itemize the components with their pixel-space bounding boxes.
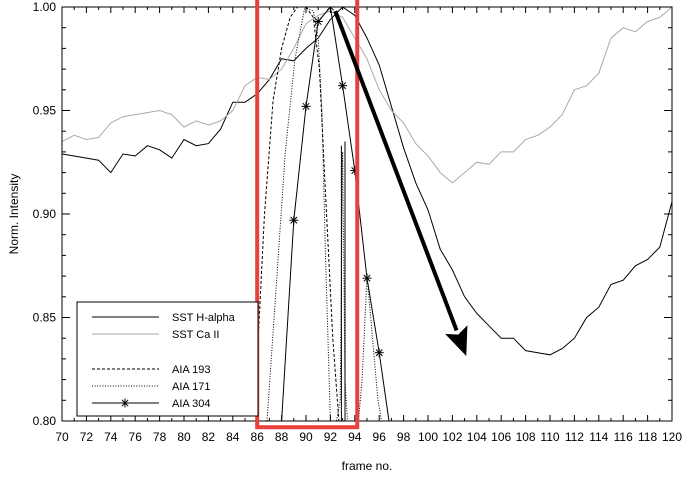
y-tick-label: 0.95 [33,104,57,118]
legend-star [121,399,129,407]
x-tick-label: 108 [516,430,536,444]
x-tick-label: 120 [662,430,682,444]
legend-label: AIA 193 [172,364,211,376]
plot-series [62,7,672,421]
x-tick-label: 90 [299,430,313,444]
x-tick-label: 84 [226,430,240,444]
x-tick-label: 116 [614,430,633,444]
series-point-star [289,215,299,225]
legend-label: AIA 171 [172,381,211,393]
y-tick-label: 0.90 [33,207,57,221]
x-tick-label: 82 [202,430,216,444]
series-point-star [338,81,348,91]
x-tick-label: 100 [418,430,438,444]
x-tick-label: 70 [55,430,69,444]
y-tick-label: 0.85 [33,311,57,325]
trend-arrow-head [445,325,468,356]
x-tick-label: 110 [540,430,559,444]
x-tick-label: 94 [348,430,362,444]
x-tick-label: 72 [80,430,94,444]
x-tick-label: 98 [397,430,411,444]
y-axis-title: Norm. Intensity [7,174,21,255]
x-tick-label: 80 [177,430,191,444]
x-tick-label: 92 [324,430,338,444]
series-line-4 [266,7,383,421]
x-tick-label: 74 [104,430,118,444]
y-axis-ticks: 0.80 0.85 0.90 0.95 1.00 [33,0,672,428]
x-tick-label: 88 [275,430,289,444]
x-tick-label: 106 [491,430,511,444]
x-tick-label: 114 [589,430,608,444]
series-line-3 [256,7,340,421]
legend-label: AIA 304 [172,398,211,410]
legend-box [76,301,259,417]
series-line-2 [62,7,672,184]
series-line-1 [62,7,672,356]
x-tick-label: 78 [153,430,167,444]
trend-arrow-shaft [333,10,459,332]
x-tick-label: 76 [129,430,143,444]
x-axis-ticks: 70 72 74 76 78 80 82 84 86 88 90 92 94 96 98 100 102 104 1… [55,7,682,444]
y-tick-label: 0.80 [33,414,57,428]
legend: SST H-alpha SST Ca II AIA 193 AIA 171 AIA 30… [76,301,259,417]
x-axis-title: frame no. [342,459,393,473]
x-tick-label: 86 [251,430,265,444]
y-tick-label: 1.00 [33,0,57,14]
legend-label: SST H-alpha [172,312,236,324]
x-tick-label: 118 [638,430,657,444]
x-tick-label: 104 [467,430,487,444]
series-line-5 [281,7,390,421]
series-point-star [301,101,311,111]
highlight-box [255,0,360,430]
annotation-overlay [255,0,468,430]
x-tick-label: 96 [373,430,387,444]
x-tick-label: 102 [442,430,462,444]
legend-label: SST Ca II [172,329,219,341]
series-point-star [362,273,372,283]
series-point-star [374,348,384,358]
series-point-star [313,16,323,26]
x-tick-label: 112 [565,430,584,444]
